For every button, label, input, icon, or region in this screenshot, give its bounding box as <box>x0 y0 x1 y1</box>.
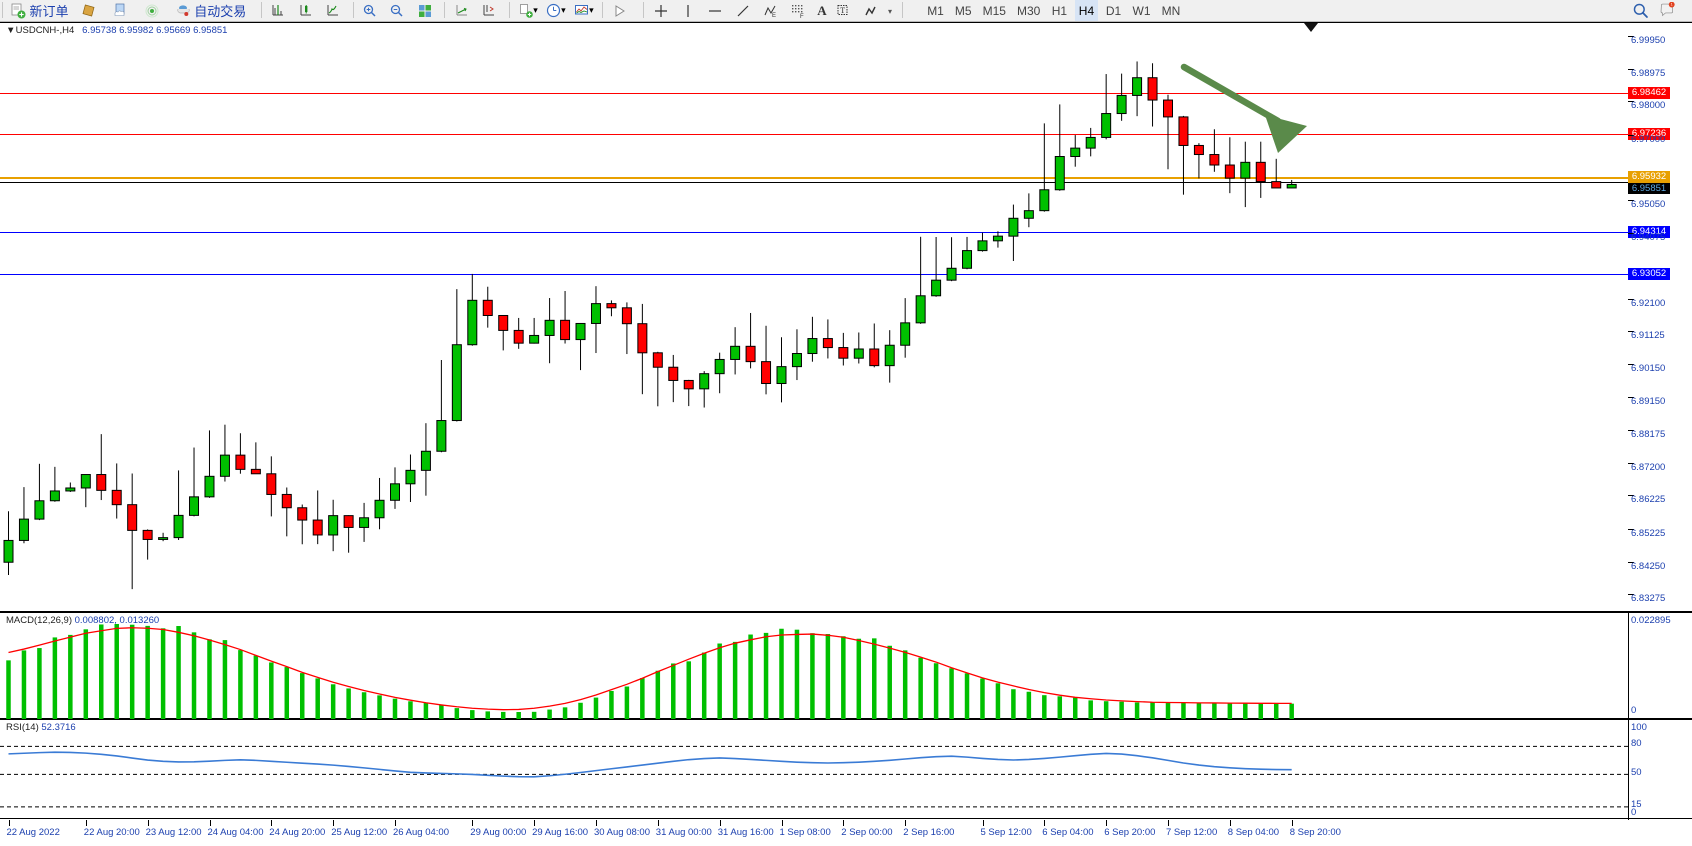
svg-text:1: 1 <box>1671 3 1673 7</box>
